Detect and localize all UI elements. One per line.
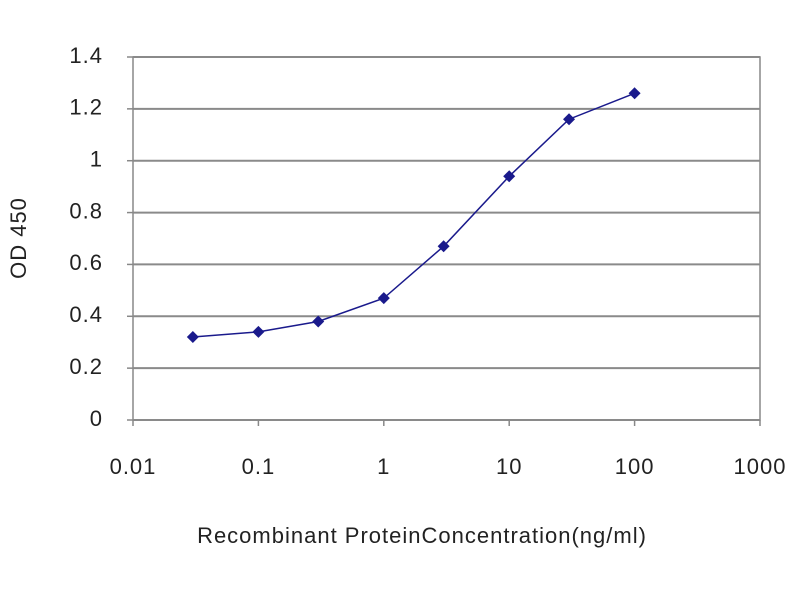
- y-tick-label: 1.4: [69, 43, 103, 68]
- y-tick-label: 1.2: [69, 95, 103, 120]
- data-point: [312, 315, 325, 328]
- y-tick-label: 1: [90, 147, 103, 172]
- y-tick-label: 0.8: [69, 198, 103, 223]
- data-point: [377, 292, 390, 305]
- y-tick-label: 0.2: [69, 354, 103, 379]
- x-tick-label: 0.01: [110, 454, 157, 479]
- data-point: [186, 331, 199, 344]
- y-tick-label: 0.4: [69, 302, 103, 327]
- x-tick-label: 0.1: [242, 454, 276, 479]
- x-axis-label: Recombinant ProteinConcentration(ng/ml): [197, 523, 647, 548]
- y-tick-label: 0: [90, 406, 103, 431]
- x-tick-label: 1: [377, 454, 390, 479]
- data-point: [437, 240, 450, 253]
- x-tick-label: 10: [496, 454, 522, 479]
- plot-area: [132, 56, 761, 421]
- x-tick-label: 1000: [734, 454, 787, 479]
- data-line: [192, 92, 635, 338]
- data-point: [563, 113, 576, 126]
- y-tick-label: 0.6: [69, 250, 103, 275]
- data-point: [252, 325, 265, 338]
- data-point: [628, 87, 641, 100]
- data-point: [503, 170, 516, 183]
- x-tick-label: 100: [615, 454, 655, 479]
- y-axis-label: OD 450: [6, 197, 31, 279]
